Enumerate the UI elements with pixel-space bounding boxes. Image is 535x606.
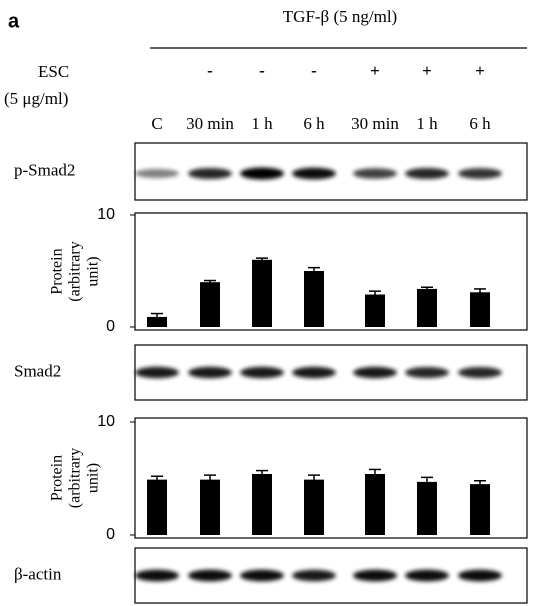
blot-band xyxy=(353,570,397,582)
blot-band xyxy=(458,570,502,582)
blot-band xyxy=(188,367,232,378)
blot-label: β-actin xyxy=(14,564,62,583)
blot-band xyxy=(405,570,449,582)
blot-band xyxy=(135,169,179,178)
bar xyxy=(147,480,167,535)
bar xyxy=(470,484,490,535)
blot-band xyxy=(405,367,449,378)
panel-label: a xyxy=(8,10,20,32)
blot-band xyxy=(353,168,397,179)
bar xyxy=(252,260,272,327)
y-tick-label: 10 xyxy=(97,206,115,223)
column-label: C xyxy=(151,114,162,133)
y-axis-label: (arbitrary xyxy=(67,241,84,301)
blot-band xyxy=(135,367,179,378)
bar xyxy=(200,282,220,327)
bar xyxy=(304,271,324,327)
chart-box xyxy=(135,213,527,330)
blot-band xyxy=(292,570,336,581)
column-label: 6 h xyxy=(303,114,325,133)
bar xyxy=(470,292,490,327)
column-label: 6 h xyxy=(469,114,491,133)
esc-sign: + xyxy=(370,61,380,80)
blot-band xyxy=(240,168,284,180)
blot-band xyxy=(353,367,397,378)
blot-band xyxy=(292,367,336,378)
bar xyxy=(252,474,272,535)
y-tick-label: 0 xyxy=(106,318,115,335)
esc-sign: + xyxy=(422,61,432,80)
column-label: 30 min xyxy=(186,114,234,133)
y-axis-label: (arbitrary xyxy=(67,448,84,508)
bar xyxy=(200,480,220,535)
blot-band xyxy=(188,168,232,179)
blot-band xyxy=(458,168,502,179)
esc-sign: - xyxy=(311,61,317,80)
y-axis-label: unit) xyxy=(85,256,102,286)
blot-band xyxy=(292,168,336,180)
bar xyxy=(365,474,385,535)
bar xyxy=(365,295,385,327)
blot-label: p-Smad2 xyxy=(14,160,75,179)
y-tick-label: 10 xyxy=(97,413,115,430)
blot-band xyxy=(240,570,284,582)
bar xyxy=(304,480,324,535)
y-axis-label: Protein xyxy=(49,455,66,501)
esc-label: ESC xyxy=(38,62,69,81)
blot-band xyxy=(405,168,449,179)
y-tick-label: 0 xyxy=(106,526,115,543)
y-axis-label: unit) xyxy=(85,463,102,493)
y-axis-label: Protein xyxy=(49,248,66,294)
blot-band xyxy=(188,570,232,582)
esc-sign: - xyxy=(259,61,265,80)
blot-band xyxy=(240,367,284,378)
figure: a TGF-β (5 ng/ml) ESC (5 μg/ml) C 30 min -… xyxy=(0,0,535,606)
blot-band xyxy=(135,570,179,582)
bar xyxy=(417,482,437,535)
chart-box xyxy=(135,418,527,538)
esc-dose: (5 μg/ml) xyxy=(4,89,68,108)
column-label: 1 h xyxy=(251,114,273,133)
treatment-label: TGF-β (5 ng/ml) xyxy=(283,7,397,26)
blot-label: Smad2 xyxy=(14,361,61,380)
bar xyxy=(417,289,437,327)
column-label: 1 h xyxy=(416,114,438,133)
column-label: 30 min xyxy=(351,114,399,133)
esc-sign: + xyxy=(475,61,485,80)
esc-sign: - xyxy=(207,61,213,80)
blot-band xyxy=(458,367,502,378)
